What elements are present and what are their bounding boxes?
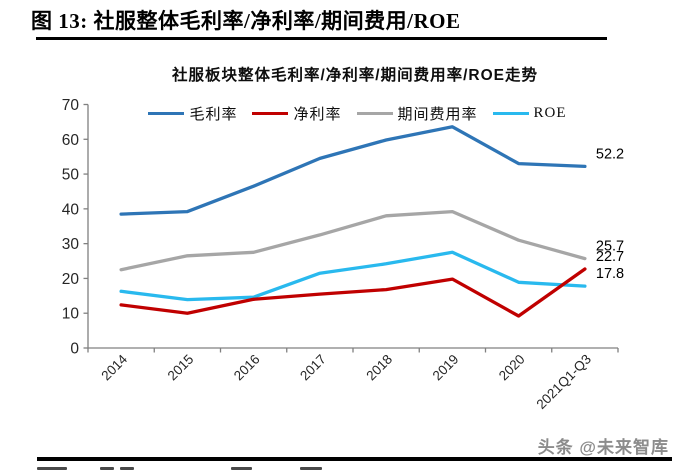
roe-line [119,250,587,302]
gross-margin-end-label: 52.2 [596,146,624,162]
y-tick-label: 70 [62,97,80,114]
legend-item-period-expense-ratio: 期间费用率 [356,103,478,124]
roe-end-label: 17.8 [596,266,624,282]
legend-label: 净利率 [293,107,342,123]
x-tick-label: 2018 [363,352,395,384]
period-expense-ratio-end-label: 25.7 [596,239,624,255]
y-tick-label: 40 [62,201,80,218]
clipped-footnote-fragment [300,467,322,470]
legend-item-net-margin: 净利率 [252,103,341,124]
period-expense-ratio-line [119,209,587,272]
x-tick-label: 2014 [98,351,130,383]
legend-label: ROE [533,105,567,121]
x-tick-label: 2020 [496,352,528,384]
y-tick-label: 60 [62,132,80,149]
gross-margin-line-swatch-icon [148,111,185,116]
gross-margin-line [119,125,587,216]
y-tick-label: 20 [62,271,80,288]
legend-item-roe: ROE [492,105,567,122]
legend-item-gross-margin: 毛利率 [148,103,237,124]
clipped-footnote-fragment [37,467,67,470]
x-tick-label: 2021Q1-Q3 [534,352,594,412]
clipped-footnote-fragment [231,467,252,470]
net-margin-end-label: 22.7 [596,249,624,265]
legend-label: 毛利率 [189,107,238,123]
caption-underline [36,37,607,40]
x-tick-label: 2016 [231,352,263,384]
roe-line-swatch-icon [492,111,529,116]
clipped-footnote-fragment [120,467,134,470]
legend-label: 期间费用率 [397,107,478,123]
watermark-brand: 头条 @未来智库 [537,438,669,457]
y-tick-label: 10 [62,306,80,323]
chart-title: 社服板块整体毛利率/净利率/期间费用率/ROE走势 [171,67,538,84]
period-expense-ratio-line-swatch-icon [356,111,393,116]
chart-legend: 毛利率 净利率 期间费用率 ROE [30,103,675,124]
x-tick-label: 2017 [297,352,329,384]
net-margin-line [119,267,587,318]
x-tick-label: 2019 [430,352,462,384]
y-tick-label: 30 [62,236,80,253]
footer-rule [37,457,672,461]
x-tick-label: 2015 [165,352,197,384]
y-tick-label: 50 [62,167,80,184]
net-margin-line-swatch-icon [252,111,289,116]
figure-caption: 图 13: 社服整体毛利率/净利率/期间费用/ROE [31,9,461,33]
y-tick-label: 0 [70,341,79,358]
clipped-footnote-fragment [100,467,114,470]
